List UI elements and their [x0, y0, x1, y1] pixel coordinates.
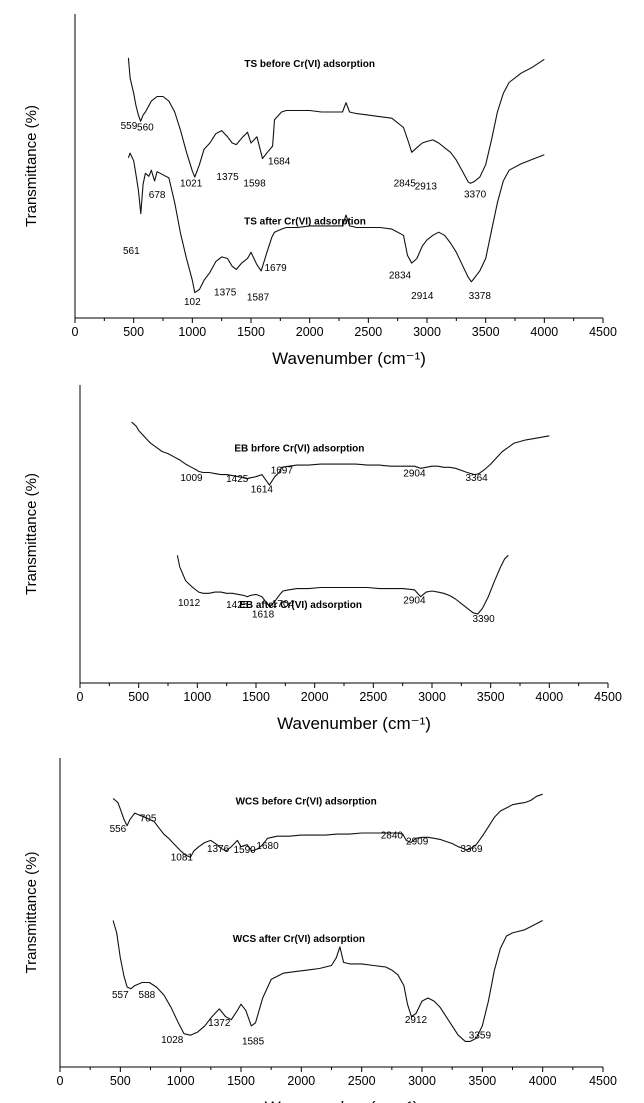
x-axis-label: Wavenumber (cm⁻¹)	[272, 349, 426, 368]
x-tick-label: 2000	[301, 690, 329, 704]
series-title: EB after Cr(VI) adsorption	[239, 600, 362, 611]
x-tick-label: 4000	[530, 325, 558, 339]
y-axis-label: Transmittance (%)	[23, 852, 40, 974]
x-tick-label: 1500	[242, 690, 270, 704]
x-tick-label: 1500	[227, 1074, 255, 1088]
peak-label: 1585	[242, 1037, 265, 1048]
peak-label: 1684	[268, 157, 291, 168]
peak-label: 1598	[243, 178, 266, 189]
peak-label: 2909	[406, 837, 429, 848]
x-axis-label: Wavenumber (cm⁻¹)	[277, 714, 431, 733]
series-title: TS before Cr(VI) adsorption	[244, 59, 375, 70]
x-tick-label: 2500	[348, 1074, 376, 1088]
spectrum-line-before	[112, 793, 543, 858]
x-tick-label: 3000	[418, 690, 446, 704]
peak-label: 1679	[265, 263, 288, 274]
peak-label: 2912	[405, 1015, 428, 1026]
peak-label: 1425	[226, 474, 249, 485]
peak-label: 1028	[161, 1035, 184, 1046]
peak-label: 1590	[233, 845, 256, 856]
peak-label: 3364	[465, 473, 488, 484]
x-tick-label: 3500	[477, 690, 505, 704]
y-axis-label: Transmittance (%)	[23, 473, 40, 595]
spectrum-line-before	[131, 421, 550, 486]
peak-label: 2914	[411, 291, 434, 302]
x-tick-label: 1000	[178, 325, 206, 339]
peak-label: 2904	[403, 469, 426, 480]
peak-label: 3370	[464, 189, 487, 200]
x-tick-label: 2500	[359, 690, 387, 704]
x-tick-label: 0	[77, 690, 84, 704]
peak-label: 102	[184, 297, 201, 308]
x-tick-label: 4500	[589, 1074, 617, 1088]
peak-label: 2904	[403, 596, 426, 607]
x-tick-label: 1500	[237, 325, 265, 339]
chart-panel-1: 0 500 1000 1500 2000 2500 3000 3500 4000 4500 Wave…	[23, 14, 617, 368]
peak-label: 2834	[389, 271, 412, 282]
x-tick-label: 0	[57, 1074, 64, 1088]
peak-label: 559	[121, 121, 138, 132]
series-title: TS after Cr(VI) adsorption	[244, 216, 366, 227]
y-axis-label: Transmittance (%)	[23, 105, 40, 227]
peak-label: 1009	[180, 473, 203, 484]
x-tick-label: 500	[128, 690, 149, 704]
peak-label: 1376	[207, 844, 230, 855]
x-tick-label: 1000	[183, 690, 211, 704]
spectrum-line-after	[127, 152, 545, 294]
x-tick-label: 500	[123, 325, 144, 339]
x-tick-label: 1000	[167, 1074, 195, 1088]
peak-label: 3369	[460, 844, 483, 855]
peak-label: 2845	[394, 178, 417, 189]
peak-label: 1375	[214, 288, 237, 299]
peak-label: 1012	[178, 598, 201, 609]
x-tick-label: 2000	[296, 325, 324, 339]
peak-label: 1081	[171, 852, 194, 863]
peak-label: 3378	[469, 291, 492, 302]
peak-label: 556	[110, 824, 127, 835]
peak-label: 1587	[247, 292, 270, 303]
x-tick-label: 2000	[287, 1074, 315, 1088]
x-tick-label: 3500	[472, 325, 500, 339]
peak-label: 1021	[180, 178, 203, 189]
peak-label: 561	[123, 246, 140, 257]
x-tick-label: 500	[110, 1074, 131, 1088]
x-tick-label: 4000	[529, 1074, 557, 1088]
x-tick-label: 4500	[589, 325, 617, 339]
peak-label: 588	[139, 990, 156, 1001]
peak-label: 2840	[381, 830, 404, 841]
peak-label: 1704	[272, 599, 295, 610]
x-tick-label: 4500	[594, 690, 622, 704]
peak-label: 678	[149, 190, 166, 201]
peak-label: 3359	[469, 1030, 492, 1041]
x-tick-label: 4000	[535, 690, 563, 704]
peak-label: 2913	[415, 182, 438, 193]
x-tick-label: 3500	[468, 1074, 496, 1088]
peak-label: 705	[140, 814, 157, 825]
x-tick-label: 3000	[408, 1074, 436, 1088]
series-title: WCS before Cr(VI) adsorption	[236, 797, 377, 808]
series-title: EB brfore Cr(VI) adsorption	[234, 444, 364, 455]
x-tick-label: 2500	[354, 325, 382, 339]
series-title: WCS after Cr(VI) adsorption	[233, 934, 365, 945]
peak-label: 1425	[226, 600, 249, 611]
peak-label: 1618	[252, 609, 275, 620]
peak-label: 1372	[208, 1018, 231, 1029]
spectrum-line-after	[112, 920, 543, 1042]
x-axis-label: Wavenumber (cm⁻¹)	[265, 1098, 419, 1103]
peak-label: 3390	[473, 614, 496, 625]
spectrum-line-before	[127, 57, 545, 184]
peak-label: 560	[137, 123, 154, 134]
peak-label: 1614	[251, 484, 274, 495]
peak-label: 557	[112, 990, 129, 1001]
chart-panel-2: 0 500 1000 1500 2000 2500 3000 3500 4000 4500 Wave…	[23, 385, 622, 733]
peak-label: 1680	[256, 841, 279, 852]
peak-label: 1375	[216, 172, 239, 183]
x-tick-label: 0	[72, 325, 79, 339]
spectrum-line-after	[176, 554, 509, 615]
x-tick-label: 3000	[413, 325, 441, 339]
chart-panel-3: 0 500 1000 1500 2000 2500 3000 3500 4000 4500 Wave…	[23, 758, 617, 1103]
peak-label: 1697	[271, 466, 294, 477]
